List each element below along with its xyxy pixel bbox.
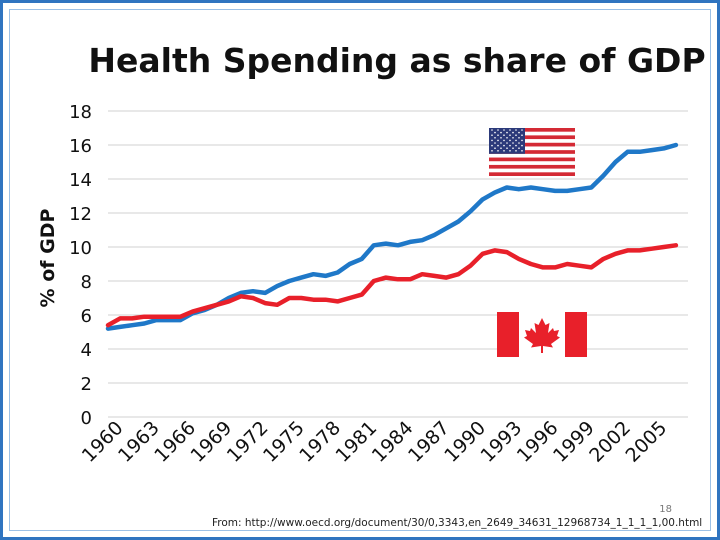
x-tick-label: 1984 (368, 417, 418, 467)
y-tick-label: 10 (69, 238, 92, 259)
series-lines (105, 142, 679, 331)
slide-inner-border (9, 9, 711, 531)
x-tick-label: 1975 (259, 417, 309, 467)
x-tick-label: 1987 (404, 417, 454, 467)
x-tick-label: 1993 (477, 417, 527, 467)
y-tick-label: 8 (81, 272, 92, 293)
y-axis-label: % of GDP (37, 208, 59, 307)
y-tick-label: 6 (81, 306, 92, 327)
series-line-canada (105, 243, 679, 328)
y-tick-label: 4 (81, 340, 92, 361)
y-tick-label: 14 (69, 170, 92, 191)
y-tick-label: 2 (81, 374, 92, 395)
x-tick-label: 1990 (440, 417, 490, 467)
y-tick-label: 16 (69, 136, 92, 157)
x-tick-label: 1981 (332, 417, 382, 467)
x-tick-label: 2002 (585, 417, 635, 467)
x-tick-label: 1999 (549, 417, 599, 467)
y-tick-label: 12 (69, 204, 92, 225)
x-tick-label: 2005 (622, 417, 672, 467)
us-flag (489, 128, 575, 176)
y-tick-label: 18 (69, 102, 92, 123)
canada-flag (497, 312, 587, 357)
y-tick-label: 0 (81, 408, 92, 429)
chart-title: Health Spending as share of GDP (88, 41, 705, 80)
x-tick-label: 1978 (295, 417, 345, 467)
x-tick-label: 1966 (150, 417, 200, 467)
x-tick-label: 1972 (223, 417, 273, 467)
y-tick-labels: 0 2 4 6 8 10 12 14 16 18 (69, 102, 92, 429)
x-tick-label: 1969 (187, 417, 237, 467)
x-tick-label: 1996 (513, 417, 563, 467)
source-citation[interactable]: From: http://www.oecd.org/document/30/0,… (212, 517, 702, 529)
series-line-united-states (105, 142, 679, 331)
gridlines (108, 110, 688, 418)
x-tick-labels: 1960196319661969197219751978198119841987… (78, 417, 672, 467)
x-tick-label: 1963 (114, 417, 164, 467)
maple-leaf-icon (524, 318, 560, 353)
page-number: 18 (659, 504, 672, 515)
